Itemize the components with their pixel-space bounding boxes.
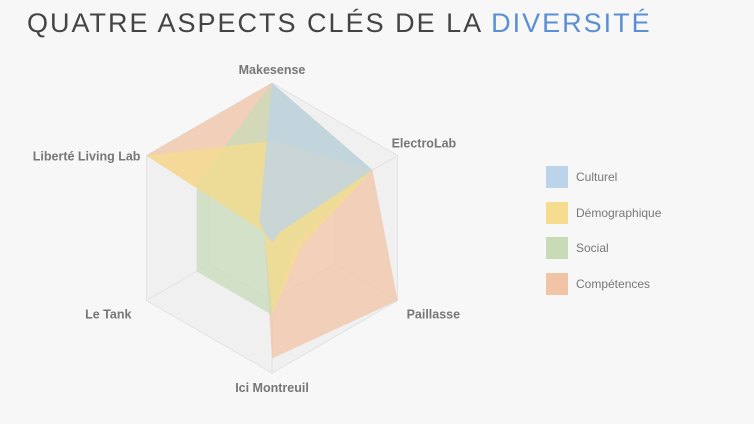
axis-label-makesense: Makesense [239, 63, 306, 77]
legend-label-culturel: Culturel [576, 170, 618, 184]
axis-label-paillasse: Paillasse [407, 308, 461, 322]
legend-item-social: Social [546, 237, 661, 259]
series-culturel [259, 83, 373, 243]
legend-swatch-social [546, 237, 568, 259]
legend-swatch-demographique [546, 201, 568, 224]
legend-swatch-culturel [546, 166, 568, 188]
axis-label-le-tank: Le Tank [85, 308, 131, 322]
legend-item-competences: Compétences [546, 272, 661, 295]
chart-title-highlight: DIVERSITÉ [491, 8, 652, 38]
legend-swatch-competences [546, 272, 568, 295]
chart-title-main: QUATRE ASPECTS CLÉS DE LA [27, 8, 482, 38]
axis-label-electrolab: ElectroLab [392, 137, 457, 151]
legend: Culturel Démographique Social Compétence… [546, 166, 661, 308]
axis-label-liberte-living-lab: Liberté Living Lab [33, 150, 141, 164]
legend-label-competences: Compétences [576, 276, 651, 291]
legend-label-social: Social [576, 241, 609, 255]
legend-label-demographique: Démographique [576, 205, 662, 220]
legend-item-culturel: Culturel [546, 166, 661, 188]
legend-item-demographique: Démographique [546, 201, 662, 224]
radar-series [146, 83, 398, 359]
radar-axis-labels: Makesense ElectroLab Paillasse Ici Montreui… [33, 63, 460, 395]
chart-title: QUATRE ASPECTS CLÉS DE LA DIVERSITÉ [27, 8, 652, 39]
axis-label-ici-montreuil: Ici Montreuil [235, 381, 309, 395]
